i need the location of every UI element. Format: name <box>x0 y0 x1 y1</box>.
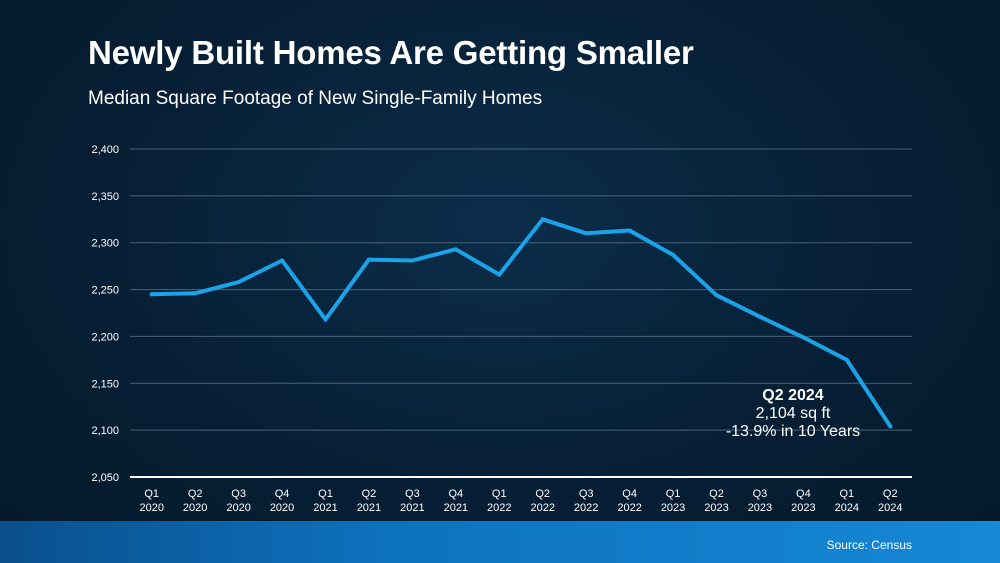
footer-bar <box>0 521 1000 563</box>
data-point <box>453 247 458 252</box>
x-tick-label: Q1 2020 <box>139 488 163 514</box>
annotation-change: -13.9% in 10 Years <box>725 423 861 440</box>
annotation-value: 2,104 sq ft <box>755 405 831 422</box>
data-point <box>801 335 806 340</box>
latest-value-annotation: Q2 2024 2,104 sq ft -13.9% in 10 Years <box>693 387 893 441</box>
y-tick-label: 2,150 <box>91 378 119 390</box>
x-tick-label: Q3 2021 <box>400 488 424 514</box>
data-point <box>844 357 849 362</box>
x-tick-label: Q1 2024 <box>835 488 859 514</box>
chart-title: Newly Built Homes Are Getting Smaller <box>88 34 694 71</box>
y-tick-label: 2,200 <box>91 331 119 343</box>
series-line <box>149 217 893 429</box>
x-tick-label: Q2 2024 <box>878 488 902 514</box>
x-tick-label: Q3 2020 <box>226 488 250 514</box>
y-tick-label: 2,400 <box>91 144 119 156</box>
y-tick-label: 2,350 <box>91 191 119 203</box>
x-tick-label: Q1 2021 <box>313 488 337 514</box>
data-point <box>280 258 285 263</box>
data-point <box>193 291 198 296</box>
data-point <box>757 314 762 319</box>
y-tick-label: 2,300 <box>91 238 119 250</box>
source-label: Source: Census <box>826 538 912 552</box>
annotation-period: Q2 2024 <box>762 387 824 404</box>
data-point <box>236 280 241 285</box>
x-tick-label: Q1 2022 <box>487 488 511 514</box>
x-tick-label: Q4 2023 <box>791 488 815 514</box>
data-point <box>888 424 893 429</box>
data-point <box>149 292 154 297</box>
x-tick-label: Q2 2023 <box>704 488 728 514</box>
data-point <box>366 257 371 262</box>
data-point <box>497 272 502 277</box>
data-point <box>627 228 632 233</box>
x-tick-label: Q4 2021 <box>444 488 468 514</box>
x-tick-label: Q3 2023 <box>748 488 772 514</box>
data-point <box>714 293 719 298</box>
x-tick-label: Q2 2022 <box>530 488 554 514</box>
data-point <box>540 217 545 222</box>
x-tick-label: Q2 2021 <box>357 488 381 514</box>
y-tick-label: 2,100 <box>91 425 119 437</box>
x-tick-label: Q4 2020 <box>270 488 294 514</box>
data-point <box>410 258 415 263</box>
x-tick-label: Q2 2020 <box>183 488 207 514</box>
x-tick-label: Q3 2022 <box>574 488 598 514</box>
x-tick-label: Q1 2023 <box>661 488 685 514</box>
data-point <box>671 252 676 257</box>
y-tick-label: 2,050 <box>91 472 119 484</box>
data-point <box>323 317 328 322</box>
y-tick-label: 2,250 <box>91 285 119 297</box>
x-tick-label: Q4 2022 <box>617 488 641 514</box>
chart-subtitle: Median Square Footage of New Single-Fami… <box>88 88 543 109</box>
data-point <box>584 231 589 236</box>
